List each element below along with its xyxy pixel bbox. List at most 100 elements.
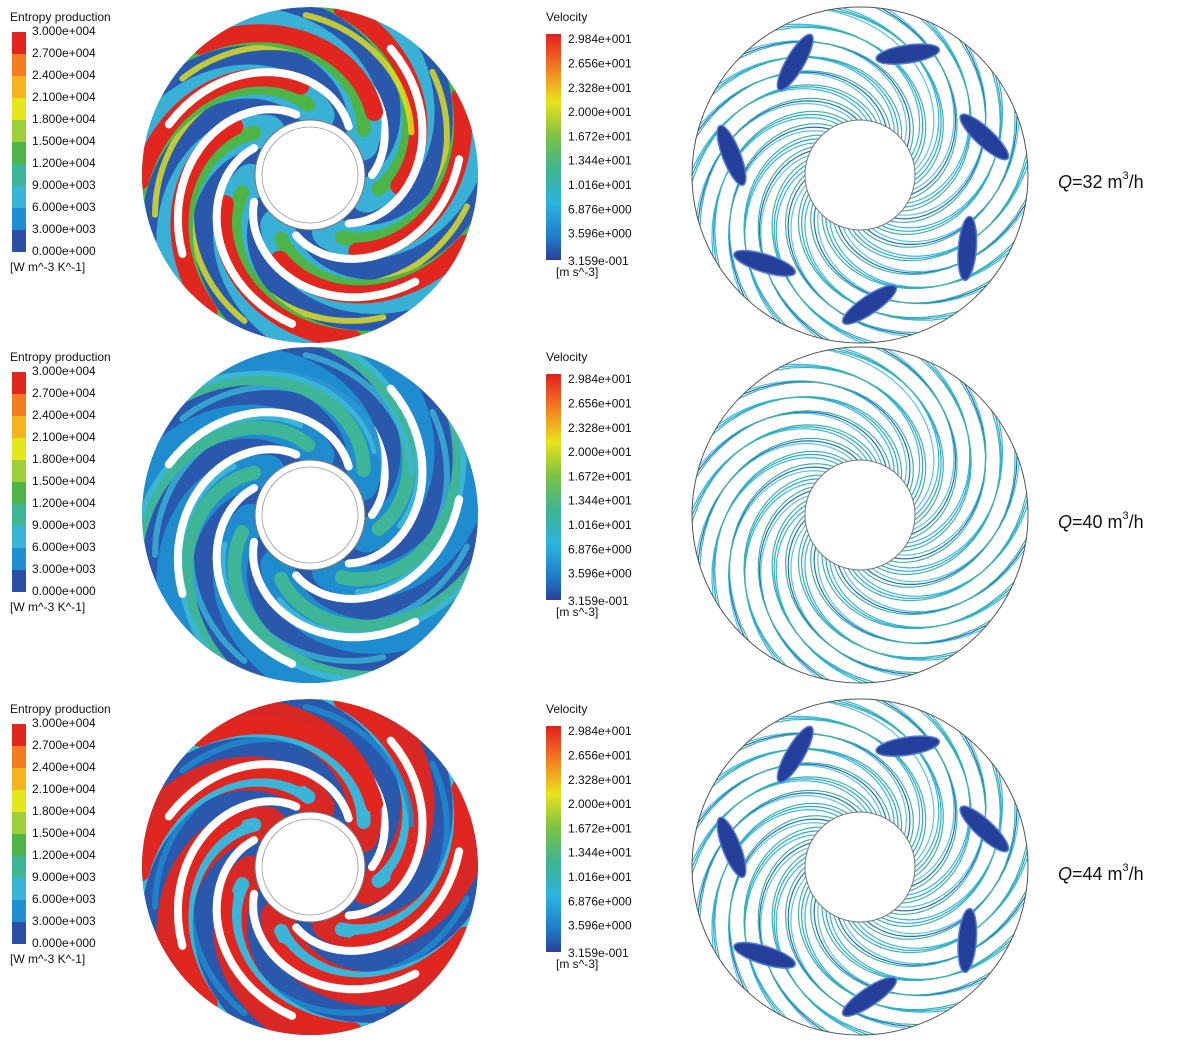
hub — [255, 812, 365, 922]
legend-label: 3.000e+003 — [32, 562, 96, 576]
legend-swatch — [12, 900, 26, 922]
legend-swatch — [12, 834, 26, 856]
hub — [805, 460, 915, 570]
legend-swatch — [12, 438, 26, 460]
row: Entropy production3.000e+0042.700e+0042.… — [10, 325, 1144, 705]
legend-label: 3.596e+000 — [568, 919, 632, 933]
legend-swatch — [12, 856, 26, 878]
legend-swatch — [12, 724, 26, 746]
legend-colorbar — [546, 726, 561, 952]
legend-label: 2.100e+004 — [32, 430, 96, 444]
legend-unit: [m s^-3] — [556, 957, 598, 971]
legend-swatch — [12, 878, 26, 900]
hub — [805, 120, 915, 230]
legend-label: 9.000e+003 — [32, 518, 96, 532]
legend-label: 2.328e+001 — [568, 421, 632, 435]
flow-tail: /h — [1129, 172, 1144, 192]
legend-label: 0.000e+000 — [32, 244, 96, 258]
legend-label: 2.400e+004 — [32, 408, 96, 422]
legend-label: 2.656e+001 — [568, 396, 632, 410]
legend-swatch — [12, 504, 26, 526]
legend-swatch — [12, 416, 26, 438]
legend-swatch — [12, 570, 26, 592]
legend-label: 2.100e+004 — [32, 90, 96, 104]
legend-swatch — [12, 372, 26, 394]
legend-label: 6.000e+003 — [32, 892, 96, 906]
legend-swatch — [12, 76, 26, 98]
legend-label: 3.000e+003 — [32, 914, 96, 928]
legend-swatch — [12, 186, 26, 208]
legend-label: 3.000e+003 — [32, 222, 96, 236]
legend-label: 3.596e+000 — [568, 227, 632, 241]
legend-unit: [W m^-3 K^-1] — [10, 260, 85, 274]
legend-label: 6.876e+000 — [568, 894, 632, 908]
legend-label: 1.200e+004 — [32, 848, 96, 862]
legend-swatch — [12, 482, 26, 504]
legend-label: 1.672e+001 — [568, 821, 632, 835]
flow-rate-label: Q=40 m3/h — [1058, 510, 1144, 532]
legend-swatch — [12, 812, 26, 834]
legend-swatch — [12, 768, 26, 790]
legend-label: 0.000e+000 — [32, 936, 96, 950]
legend-label: 3.596e+000 — [568, 567, 632, 581]
legend-label: 3.000e+004 — [32, 364, 96, 378]
legend-title: Entropy production — [10, 350, 111, 364]
row: Entropy production3.000e+0042.700e+0042.… — [10, 0, 1144, 365]
legend-label: 9.000e+003 — [32, 178, 96, 192]
legend-swatch — [12, 526, 26, 548]
legend-colorbar — [546, 374, 561, 600]
legend-label: 2.400e+004 — [32, 68, 96, 82]
legend-label: 1.016e+001 — [568, 518, 632, 532]
legend-label: 2.100e+004 — [32, 782, 96, 796]
legend-label: 1.800e+004 — [32, 112, 96, 126]
legend-unit: [W m^-3 K^-1] — [10, 952, 85, 966]
flow-value: =44 m — [1072, 864, 1123, 884]
flow-rate-label: Q=32 m3/h — [1058, 170, 1144, 192]
legend-label: 1.016e+001 — [568, 178, 632, 192]
flow-value: =32 m — [1072, 172, 1123, 192]
flow-value: =40 m — [1072, 512, 1123, 532]
legend-label: 9.000e+003 — [32, 870, 96, 884]
legend-label: 6.000e+003 — [32, 540, 96, 554]
legend-swatch — [12, 230, 26, 252]
legend-swatch — [12, 54, 26, 76]
flow-symbol: Q — [1058, 512, 1072, 532]
legend-title: Entropy production — [10, 702, 111, 716]
flow-rate-label: Q=44 m3/h — [1058, 862, 1144, 884]
legend-label: 0.000e+000 — [32, 584, 96, 598]
legend-title: Entropy production — [10, 10, 111, 24]
legend-swatch — [12, 98, 26, 120]
legend-label: 3.000e+004 — [32, 24, 96, 38]
legend-label: 1.672e+001 — [568, 129, 632, 143]
legend-label: 1.800e+004 — [32, 452, 96, 466]
legend-unit: [m s^-3] — [556, 265, 598, 279]
legend-title: Velocity — [546, 350, 587, 364]
legend-unit: [W m^-3 K^-1] — [10, 600, 85, 614]
legend-swatch — [12, 394, 26, 416]
legend-label: 2.656e+001 — [568, 748, 632, 762]
legend-label: 1.016e+001 — [568, 870, 632, 884]
legend-label: 2.000e+001 — [568, 445, 632, 459]
flow-symbol: Q — [1058, 864, 1072, 884]
legend-swatch — [12, 746, 26, 768]
legend-label: 2.000e+001 — [568, 797, 632, 811]
legend-swatch — [12, 32, 26, 54]
legend-label: 2.400e+004 — [32, 760, 96, 774]
row: Entropy production3.000e+004 2.700e+004 2.… — [10, 677, 1144, 1057]
legend-label: 1.344e+001 — [568, 154, 632, 168]
legend-label: 2.000e+001 — [568, 105, 632, 119]
flow-tail: /h — [1129, 512, 1144, 532]
legend-title: Velocity — [546, 10, 587, 24]
legend-swatch — [12, 922, 26, 944]
legend-label: 2.328e+001 — [568, 773, 632, 787]
legend-label: 1.500e+004 — [32, 474, 96, 488]
legend-swatch — [12, 208, 26, 230]
legend-unit: [m s^-3] — [556, 605, 598, 619]
legend-label: 2.656e+001 — [568, 56, 632, 70]
legend-label: 2.700e+004 — [32, 738, 96, 752]
legend-title: Velocity — [546, 702, 587, 716]
legend-label: 1.344e+001 — [568, 846, 632, 860]
figure: Entropy production3.000e+0042.700e+0042.… — [0, 0, 1179, 1058]
hub — [805, 812, 915, 922]
legend-label: 3.000e+004 — [32, 716, 96, 730]
